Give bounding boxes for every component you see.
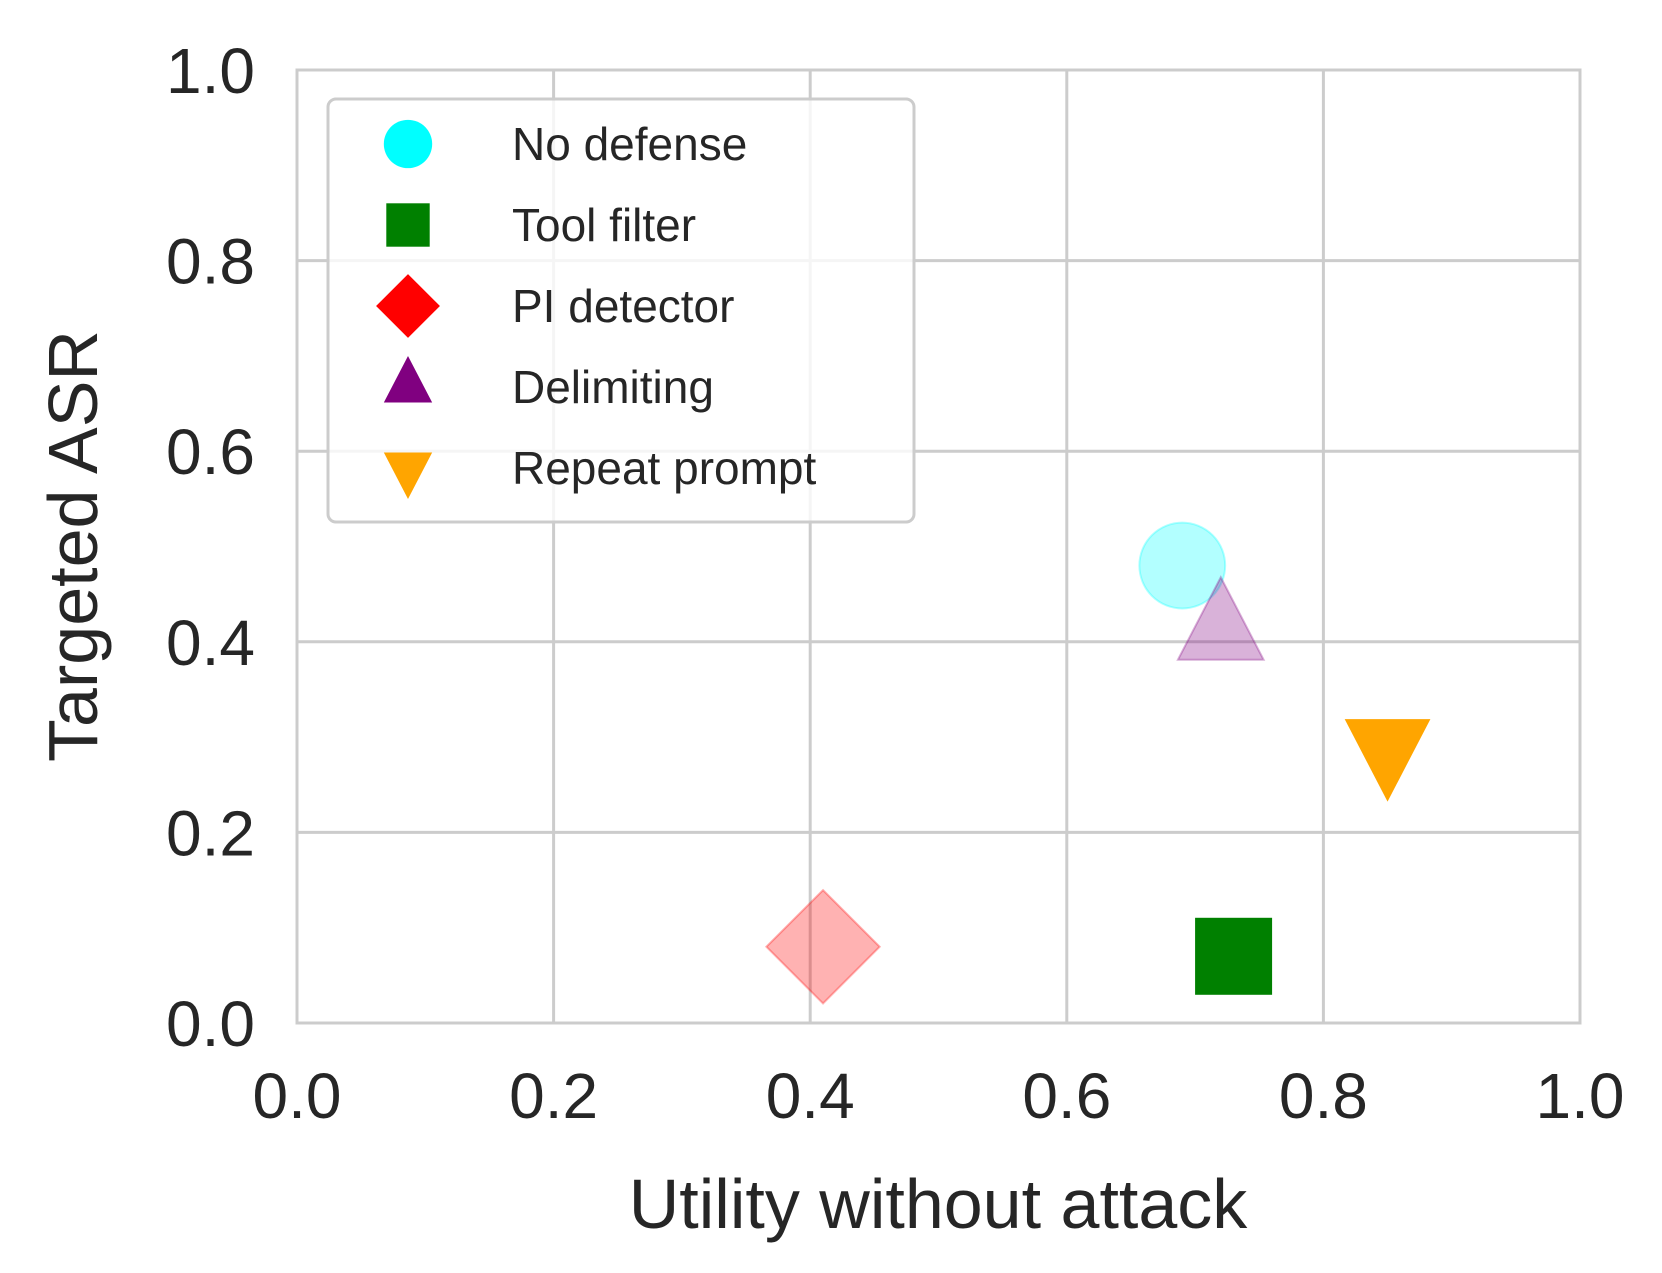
legend-marker-repeat-prompt: [383, 452, 433, 499]
point-tool-filter: [1195, 917, 1273, 995]
x-tick-label: 1.0: [1536, 1060, 1625, 1132]
x-tick-label: 0.2: [509, 1060, 598, 1132]
legend-label-no-defense: No defense: [512, 118, 747, 170]
point-no-defense: [1138, 521, 1227, 610]
legend-label-delimiting: Delimiting: [512, 361, 714, 413]
y-tick-label: 0.6: [166, 416, 255, 488]
y-tick-label: 1.0: [166, 35, 255, 107]
x-tick-label: 0.6: [1022, 1060, 1111, 1132]
plot-frame: [295, 68, 1582, 1025]
y-tick-label: 0.0: [166, 988, 255, 1060]
y-tick-label: 0.2: [166, 797, 255, 869]
x-tick-label: 0.8: [1279, 1060, 1368, 1132]
y-axis-title: Targeted ASR: [34, 330, 112, 762]
point-repeat-prompt: [1344, 719, 1431, 802]
data-points: [764, 521, 1431, 1005]
point-pi-detector: [764, 888, 882, 1005]
x-axis-title: Utility without attack: [629, 1165, 1249, 1243]
x-tick-label: 0.0: [253, 1060, 342, 1132]
y-tick-label: 0.8: [166, 226, 255, 298]
legend-entries: No defense Tool filter PI detector Delimiti…: [376, 118, 816, 499]
legend-box: [326, 97, 916, 524]
x-tick-label: 0.4: [766, 1060, 855, 1132]
y-tick-labels: 0.0 0.2 0.4 0.6 0.8 1.0: [166, 35, 255, 1060]
legend-marker-pi-detector: [376, 274, 440, 338]
legend-marker-no-defense: [383, 119, 433, 169]
y-tick-label: 0.4: [166, 607, 255, 679]
x-tick-labels: 0.0 0.2 0.4 0.6 0.8 1.0: [253, 1060, 1625, 1132]
point-delimiting: [1176, 575, 1266, 661]
legend-label-tool-filter: Tool filter: [512, 199, 696, 251]
legend-marker-delimiting: [383, 356, 433, 403]
legend-marker-tool-filter: [386, 203, 430, 247]
legend-label-repeat-prompt: Repeat prompt: [512, 442, 816, 494]
legend: No defense Tool filter PI detector Delimiti…: [326, 97, 916, 524]
legend-label-pi-detector: PI detector: [512, 280, 734, 332]
